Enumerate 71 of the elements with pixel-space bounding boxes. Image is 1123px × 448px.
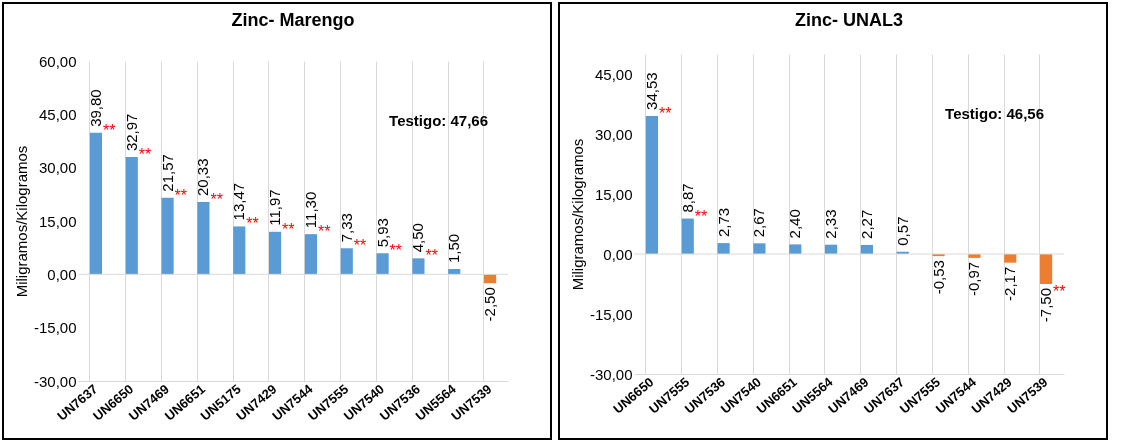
annotation: **	[246, 215, 259, 233]
annotation: **	[658, 104, 672, 122]
data-label: -0,53	[929, 260, 947, 295]
data-label: 1,50	[445, 233, 463, 263]
y-tick-label: 0,00	[603, 245, 633, 263]
y-tick-label: -15,00	[33, 319, 77, 337]
bar	[125, 157, 138, 275]
data-label: 11,97	[266, 189, 284, 226]
bar	[376, 253, 389, 275]
annotation: **	[210, 191, 223, 209]
data-label: 11,30	[301, 191, 319, 229]
y-tick-label: 30,00	[38, 159, 77, 177]
annotation: **	[174, 186, 188, 204]
data-label: 2,67	[750, 208, 768, 238]
data-label: 7,33	[337, 213, 355, 243]
annotation: **	[317, 223, 331, 241]
annotation: Testigo: 46,56	[945, 105, 1044, 122]
annotation: Testigo: 47,66	[389, 112, 488, 129]
bar	[789, 244, 802, 254]
data-label: 4,50	[409, 223, 427, 253]
y-axis-title: Miligramos/Kilogramos	[568, 138, 586, 291]
data-label: 0,57	[893, 216, 911, 246]
bar	[645, 115, 659, 254]
y-tick-label: 15,00	[594, 185, 633, 203]
chart-title: Zinc- Marengo	[231, 10, 355, 30]
bar	[681, 218, 694, 254]
annotation: **	[282, 220, 295, 238]
data-label: 8,87	[678, 183, 696, 213]
bar	[717, 243, 730, 254]
y-tick-label: 30,00	[594, 125, 633, 143]
data-label: 21,57	[158, 154, 176, 192]
bar	[304, 234, 318, 275]
data-label: -7,50	[1037, 288, 1055, 323]
y-tick-label: 45,00	[38, 105, 77, 123]
data-label: 32,97	[122, 113, 140, 152]
data-label: 2,73	[714, 207, 732, 238]
data-label: 13,47	[230, 182, 248, 221]
data-label: 39,80	[86, 89, 104, 127]
data-label: 2,40	[786, 209, 804, 239]
bar	[753, 243, 766, 254]
data-label: -2,17	[1001, 266, 1019, 301]
annotation: **	[102, 121, 116, 139]
y-tick-label: 15,00	[38, 212, 77, 230]
y-tick-label: 60,00	[38, 52, 77, 70]
chart-title: Zinc- UNAL3	[795, 10, 903, 30]
data-label: 2,33	[822, 209, 840, 239]
y-tick-label: -15,00	[589, 305, 633, 323]
annotation: **	[1053, 283, 1066, 300]
annotation: **	[425, 247, 438, 265]
data-label: -0,97	[965, 261, 983, 297]
data-label: 34,53	[642, 72, 660, 110]
bar	[233, 226, 246, 275]
data-label: 5,93	[373, 218, 391, 248]
annotation: **	[353, 237, 367, 255]
y-tick-label: 0,00	[47, 265, 77, 283]
bar	[1039, 254, 1053, 284]
data-label: 20,33	[194, 158, 212, 197]
bar	[340, 248, 353, 275]
annotation: **	[389, 242, 403, 260]
bar	[448, 269, 461, 275]
bar	[89, 132, 103, 275]
bar	[412, 258, 425, 275]
annotation: **	[138, 146, 152, 164]
bar	[268, 231, 282, 275]
bar	[161, 197, 174, 275]
data-label: -2,50	[481, 287, 499, 322]
y-tick-label: 45,00	[594, 65, 633, 83]
data-label: 2,27	[857, 209, 875, 239]
y-axis-title: Miligramos/Kilogramos	[12, 145, 30, 298]
bar	[197, 202, 210, 275]
annotation: **	[694, 207, 708, 225]
